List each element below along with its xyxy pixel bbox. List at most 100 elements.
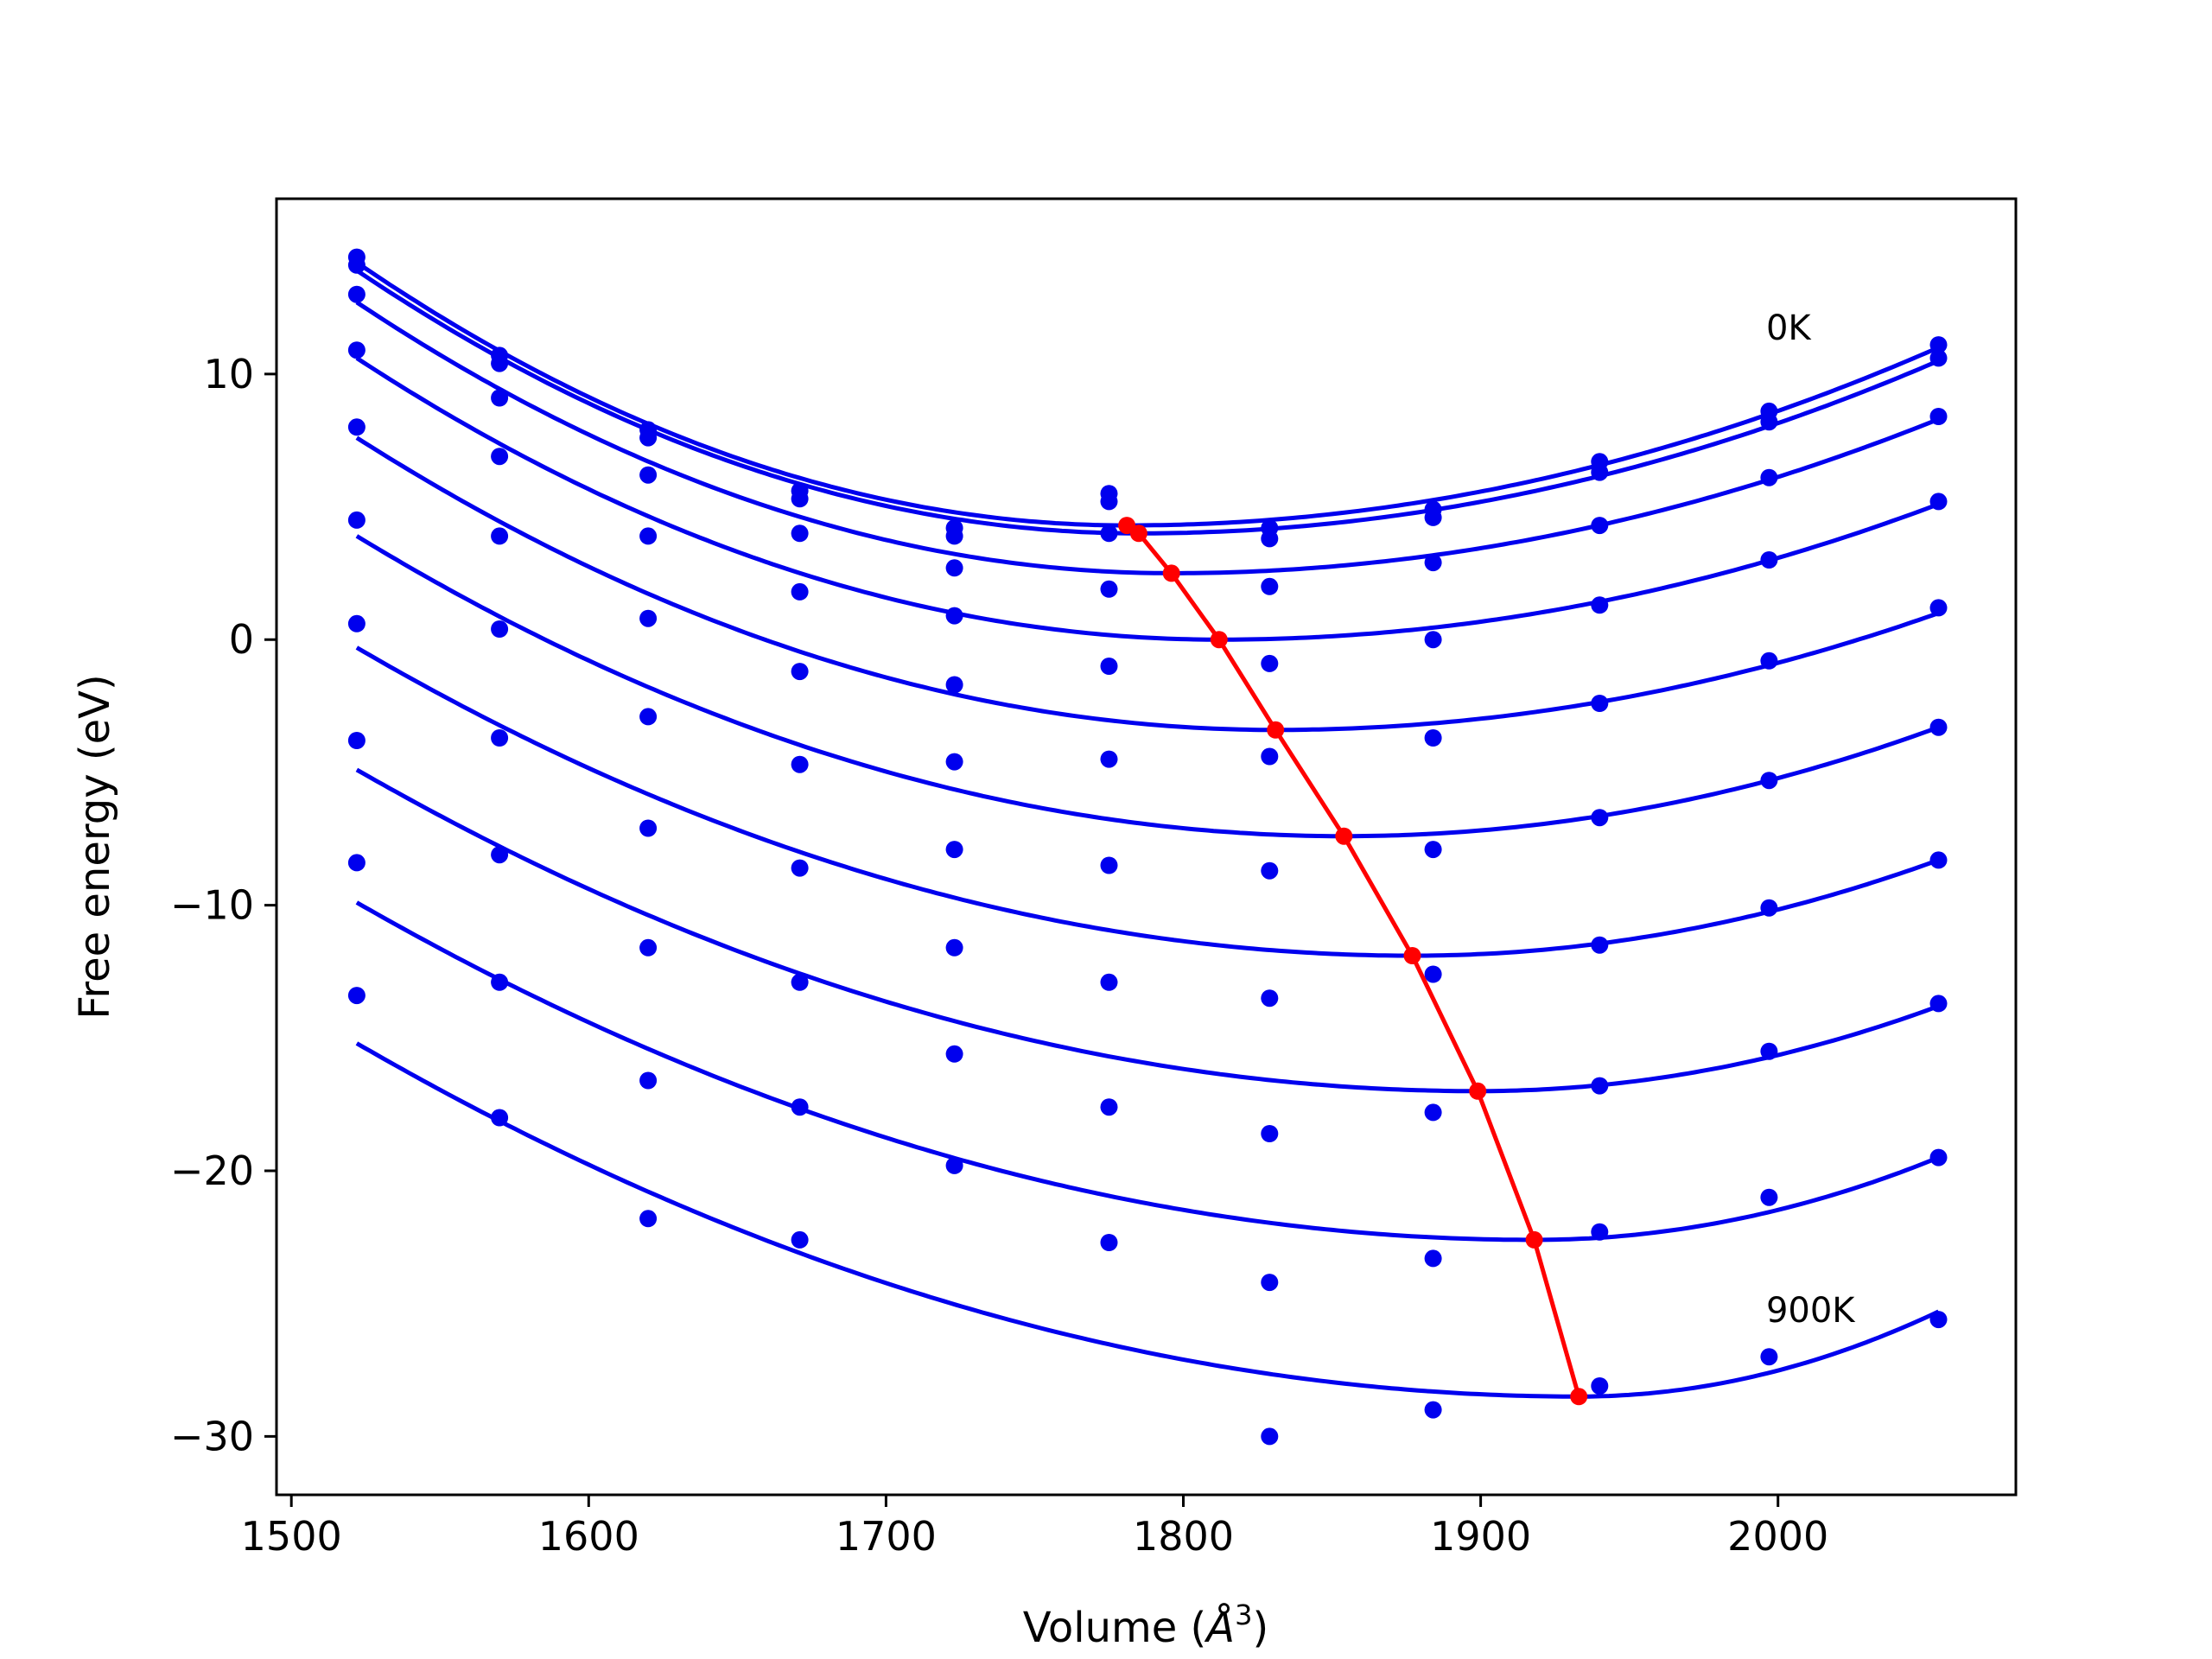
y-tick-label: −10	[170, 882, 254, 929]
data-point	[1760, 652, 1778, 670]
fit-curve	[355, 900, 1940, 1243]
data-point	[1261, 654, 1279, 672]
data-point	[1261, 989, 1279, 1007]
minimum-point	[1210, 631, 1228, 649]
data-point	[491, 527, 509, 545]
data-point	[1591, 695, 1609, 712]
data-point	[1261, 1427, 1279, 1446]
data-point	[1591, 517, 1609, 535]
data-point	[1100, 524, 1118, 543]
data-point	[1261, 530, 1279, 548]
data-point	[639, 1210, 658, 1228]
minimum-point	[1129, 524, 1147, 543]
minimum-point	[1570, 1388, 1588, 1406]
data-point	[791, 973, 809, 991]
x-tick-label: 2000	[1727, 1513, 1828, 1560]
data-point	[1760, 551, 1778, 569]
fit-curve	[355, 268, 1940, 536]
fit-curve	[355, 534, 1940, 839]
data-point	[1424, 729, 1442, 747]
data-point	[639, 609, 658, 627]
data-point	[347, 614, 365, 632]
data-point	[347, 285, 365, 303]
data-point	[1591, 1077, 1609, 1095]
fit-curve	[355, 767, 1940, 1094]
data-point	[1760, 1348, 1778, 1366]
data-point	[1424, 1103, 1442, 1122]
y-axis-label: Free energy (eV)	[71, 674, 119, 1019]
x-tick-label: 1700	[836, 1513, 937, 1560]
data-point	[1591, 596, 1609, 614]
data-point	[1591, 1377, 1609, 1395]
axes-frame	[275, 197, 2018, 1497]
data-point	[791, 524, 809, 543]
data-point	[491, 448, 509, 466]
data-point	[491, 620, 509, 638]
data-point	[1760, 413, 1778, 431]
data-point	[1100, 750, 1118, 768]
data-point	[1424, 841, 1442, 859]
data-point	[1424, 1249, 1442, 1268]
y-tick-label: −20	[170, 1147, 254, 1194]
data-point	[639, 429, 658, 447]
minimum-path-line	[1125, 524, 1581, 1397]
data-point	[347, 854, 365, 872]
minimum-point	[1335, 827, 1353, 845]
data-point	[1424, 631, 1442, 649]
data-point	[491, 729, 509, 747]
fit-curve	[355, 435, 1940, 733]
data-point	[1760, 772, 1778, 790]
minimum-point	[1469, 1082, 1487, 1100]
fit-curve	[355, 260, 1940, 528]
data-point	[945, 1156, 963, 1174]
data-point	[1100, 856, 1118, 874]
data-point	[1760, 468, 1778, 486]
x-tick-label: 1500	[241, 1513, 342, 1560]
y-tick-label: 0	[229, 616, 254, 663]
data-point	[945, 841, 963, 859]
data-point	[347, 418, 365, 436]
data-point	[1929, 851, 1948, 869]
data-point	[1100, 580, 1118, 598]
data-point	[1100, 493, 1118, 511]
data-point	[1261, 861, 1279, 880]
minimum-point	[1525, 1230, 1543, 1249]
data-point	[1424, 965, 1442, 983]
data-point	[791, 663, 809, 681]
data-point	[945, 753, 963, 771]
data-point	[945, 527, 963, 545]
data-point	[1929, 408, 1948, 425]
data-point	[1929, 1148, 1948, 1166]
data-point	[491, 1109, 509, 1127]
data-point	[639, 1071, 658, 1090]
data-point	[491, 354, 509, 372]
data-point	[491, 389, 509, 407]
data-point	[1760, 1188, 1778, 1206]
data-point	[791, 1230, 809, 1249]
data-point	[347, 341, 365, 359]
data-point	[1760, 1042, 1778, 1060]
data-point	[1929, 995, 1948, 1013]
data-point	[1100, 1098, 1118, 1116]
data-point	[491, 846, 509, 864]
data-point	[347, 256, 365, 274]
data-point	[1424, 508, 1442, 526]
data-point	[791, 1098, 809, 1116]
data-point	[791, 859, 809, 877]
axis-ticks: 1500 1600 1700 1800 1900 2000 10 0 −10 −20 −30	[170, 351, 1828, 1560]
data-point	[1424, 1401, 1442, 1419]
data-point	[639, 466, 658, 484]
data-point	[945, 1045, 963, 1063]
data-point	[1100, 658, 1118, 675]
fit-curve	[355, 300, 1940, 575]
data-point	[1929, 1311, 1948, 1329]
data-point	[347, 511, 365, 529]
minimum-point	[1403, 947, 1421, 964]
data-point	[1929, 493, 1948, 511]
data-point	[639, 819, 658, 837]
data-point	[791, 755, 809, 773]
data-point	[1929, 718, 1948, 736]
data-point	[491, 973, 509, 991]
